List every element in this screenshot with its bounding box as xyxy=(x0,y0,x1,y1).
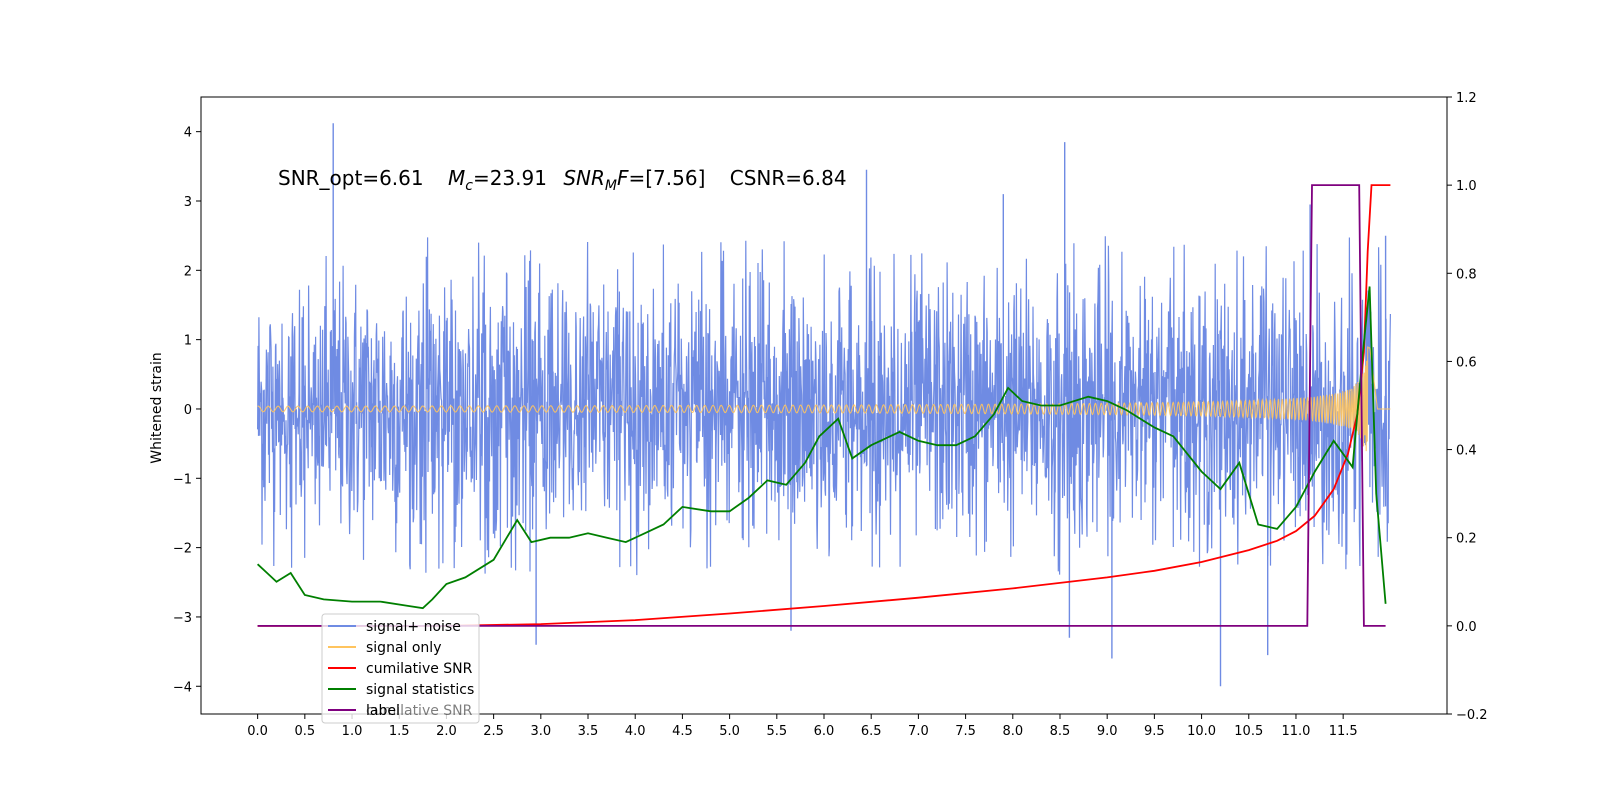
x-tick-label: 5.5 xyxy=(766,724,787,739)
x-tick-label: 9.0 xyxy=(1097,724,1118,739)
legend-label: label xyxy=(366,703,400,719)
y-tick-label-right: 1.0 xyxy=(1456,179,1477,194)
series-signal-statistics xyxy=(256,286,1387,610)
series-signal-noise xyxy=(257,236,1391,576)
y-tick-label-left: −1 xyxy=(173,472,192,487)
y-tick-label-left: −2 xyxy=(173,542,192,557)
y-tick-label-right: 1.2 xyxy=(1456,91,1477,106)
x-tick-label: 4.0 xyxy=(625,724,646,739)
chart-annotation: SNR_opt=6.61 Mc=23.91 SNRMF=[7.56] CSNR=… xyxy=(278,166,847,194)
y-tick-label-left: −3 xyxy=(173,611,192,626)
legend: cumilative SNR signal+ noise signal only cu… xyxy=(321,613,480,724)
annot-mc-value: =23.91 xyxy=(473,166,547,190)
legend-label: signal+ noise xyxy=(366,619,461,635)
legend-ghost-text: cumilative SNR xyxy=(366,703,473,719)
x-tick-label: 3.5 xyxy=(578,724,599,739)
x-tick-label: 10.5 xyxy=(1234,724,1263,739)
x-tick-label: 2.5 xyxy=(483,724,504,739)
x-tick-label: 5.0 xyxy=(719,724,740,739)
annot-snrmf-symbol: SNR xyxy=(563,166,605,190)
series-cumilative-snr xyxy=(257,184,1391,627)
y-axis-label-left: Whitened strain xyxy=(149,352,165,463)
y-tick-label-right: 0.4 xyxy=(1456,444,1477,459)
y-tick-label-left: 1 xyxy=(184,334,192,349)
y-tick-label-right: 0.6 xyxy=(1456,355,1477,370)
x-tick-label: 8.0 xyxy=(1002,724,1023,739)
axes: 0.0 0.5 1.0 1.5 2.0 2.5 3.0 3.5 4.0 4.5 5.0 5.5 6.0 6… xyxy=(173,91,1488,739)
x-tick-label: 4.5 xyxy=(672,724,693,739)
x-tick-label: 1.5 xyxy=(389,724,410,739)
legend-box xyxy=(321,613,480,724)
x-tick-label: 6.5 xyxy=(861,724,882,739)
x-tick-label: 9.5 xyxy=(1144,724,1165,739)
annot-csnr: CSNR=6.84 xyxy=(730,166,847,190)
x-tick-label: 10.0 xyxy=(1187,724,1216,739)
annot-mc-symbol: M xyxy=(448,166,465,190)
series-label xyxy=(257,184,1386,627)
y-tick-label-left: 2 xyxy=(184,264,192,279)
y-tick-label-right: 0.0 xyxy=(1456,620,1477,635)
x-tick-label: 11.5 xyxy=(1329,724,1358,739)
x-tick-label: 7.5 xyxy=(955,724,976,739)
series-signal-only xyxy=(257,346,1391,452)
legend-label: signal only xyxy=(366,640,441,656)
x-tick-label: 3.0 xyxy=(530,724,551,739)
annot-mc-sub: c xyxy=(465,178,473,194)
annot-snrmf-sub: M xyxy=(605,178,617,194)
x-tick-label: 11.0 xyxy=(1281,724,1310,739)
y-tick-label-left: 0 xyxy=(184,403,192,418)
plot-area xyxy=(256,123,1391,687)
y-tick-label-left: −4 xyxy=(173,680,192,695)
x-tick-label: 0.5 xyxy=(294,724,315,739)
y-tick-label-right: 0.8 xyxy=(1456,267,1477,282)
legend-label: cumilative SNR xyxy=(366,661,473,677)
x-tick-label: 8.5 xyxy=(1050,724,1071,739)
annot-snr-opt: SNR_opt=6.61 xyxy=(278,166,424,190)
legend-label: signal statistics xyxy=(366,682,474,698)
x-tick-label: 6.0 xyxy=(814,724,835,739)
y-tick-label-left: 3 xyxy=(184,195,192,210)
y-tick-label-right: −0.2 xyxy=(1456,708,1488,723)
x-tick-label: 1.0 xyxy=(342,724,363,739)
x-tick-label: 2.0 xyxy=(436,724,457,739)
x-tick-label: 7.0 xyxy=(908,724,929,739)
annot-snrmf-value: =[7.56] xyxy=(629,166,706,190)
x-tick-label: 0.0 xyxy=(247,724,268,739)
y-tick-label-left: 4 xyxy=(184,126,192,141)
annot-snrmf-f: F xyxy=(617,166,629,190)
y-tick-label-right: 0.2 xyxy=(1456,532,1477,547)
